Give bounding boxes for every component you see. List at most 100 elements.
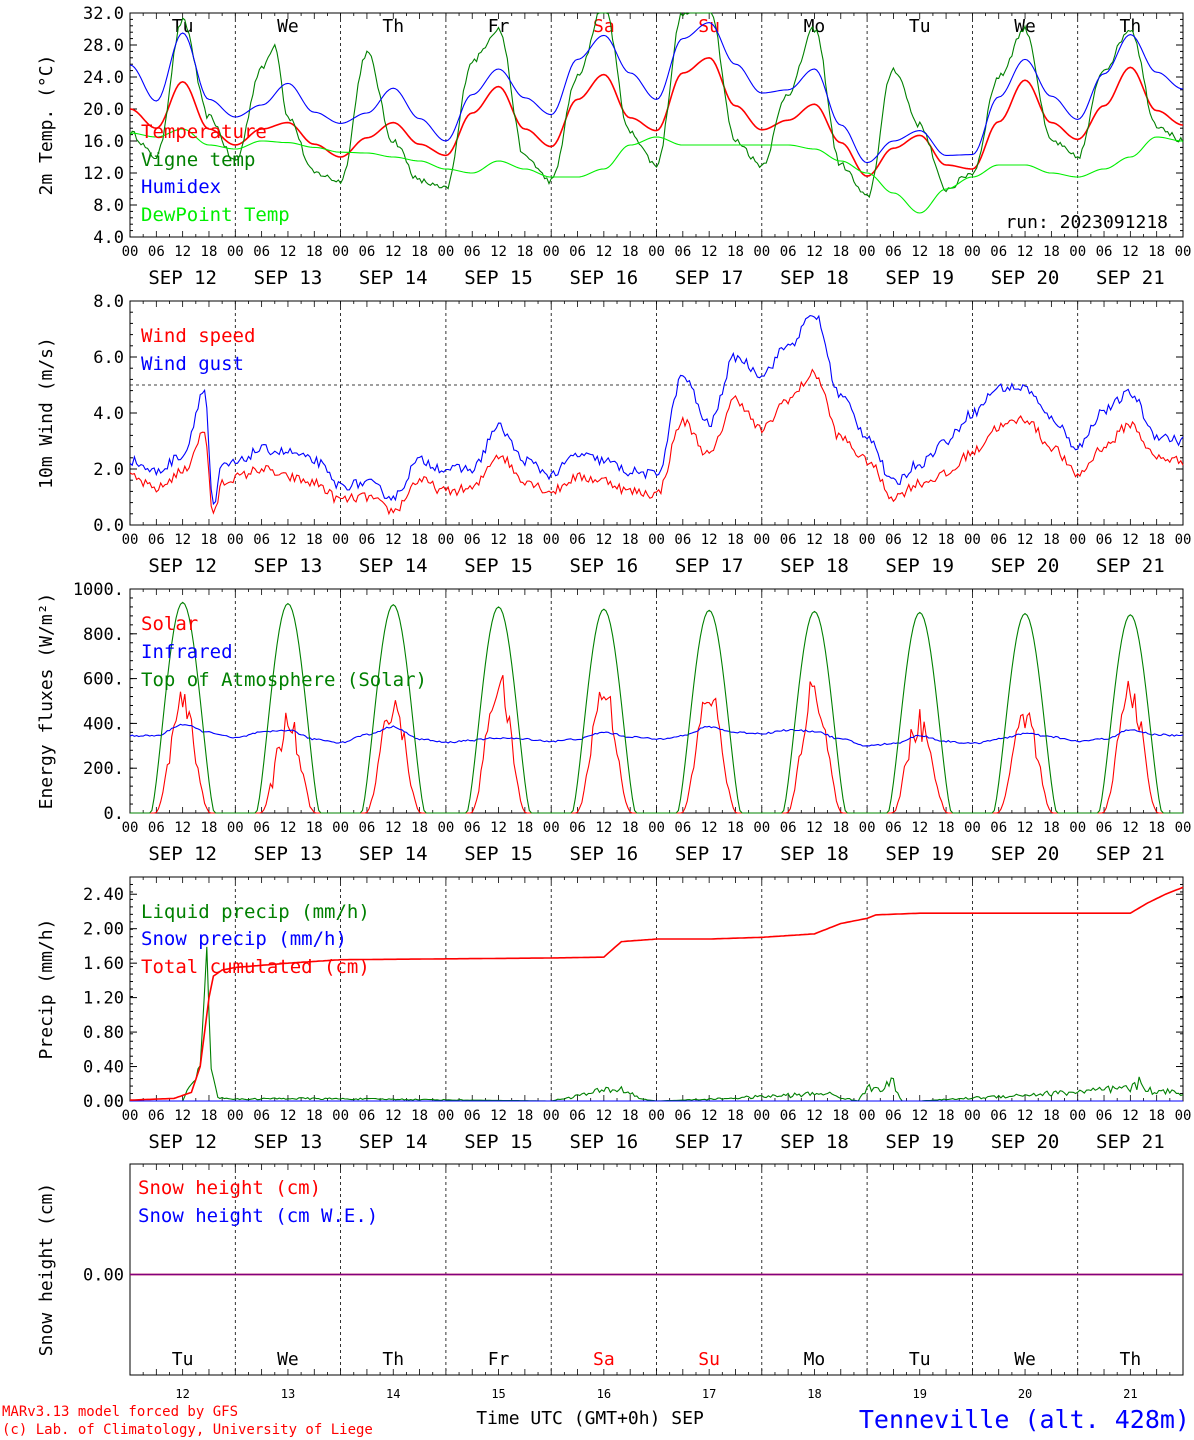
hour-label: 18 [201,244,218,260]
y-tick-label: 0.00 [83,1266,124,1286]
legend-entry: Snow height (cm) [138,1177,321,1199]
hour-label: 06 [253,244,270,260]
hour-label: 06 [674,244,691,260]
hour-label: 12 [490,532,507,548]
hour-label: 00 [1175,244,1192,260]
weekday-label: We [277,16,299,37]
hour-label: 06 [674,1108,691,1124]
hour-label: 12 [1017,1108,1034,1124]
hour-label: 12 [385,244,402,260]
hour-label: 12 [174,820,191,836]
date-label: SEP 18 [780,267,849,289]
hour-label: 06 [358,1108,375,1124]
hour-label: 18 [411,532,428,548]
date-label: SEP 15 [464,267,533,289]
day-number-label: 12 [175,1387,189,1401]
footer-lab-credit: (c) Lab. of Climatology, University of L… [2,1422,373,1438]
hour-label: 00 [648,1108,665,1124]
hour-label: 06 [464,820,481,836]
day-number-label: 20 [1018,1387,1032,1401]
series-line [129,128,1184,214]
hour-label: 18 [1043,820,1060,836]
series-line [129,723,1184,747]
station-name: Tenneville (alt. 428m) [859,1405,1190,1434]
date-label: SEP 13 [254,267,323,289]
hour-label: 18 [201,820,218,836]
hour-label: 06 [569,532,586,548]
legend-entry: Vigne temp [141,149,255,171]
y-tick-label: 1.60 [83,954,124,974]
y-tick-label: 32.0 [83,4,124,24]
date-label: SEP 16 [570,267,639,289]
hour-label: 06 [253,532,270,548]
y-tick-label: 800. [83,625,124,645]
date-label: SEP 21 [1096,843,1165,865]
hour-label: 12 [174,1108,191,1124]
y-tick-label: 2.0 [93,460,124,480]
day-number-label: 14 [386,1387,400,1401]
hour-label: 00 [1069,820,1086,836]
hour-label: 06 [990,820,1007,836]
hour-label: 06 [1096,820,1113,836]
y-tick-label: 4.0 [93,228,124,248]
hour-label: 00 [648,820,665,836]
hour-label: 06 [464,244,481,260]
y-tick-label: 0.40 [83,1058,124,1078]
footer-model-credit: MARv3.13 model forced by GFS [2,1404,238,1420]
hour-label: 00 [122,820,139,836]
hour-label: 00 [1175,1108,1192,1124]
hour-label: 06 [885,532,902,548]
legend-entry: Total cumulated (cm) [141,956,370,978]
date-label: SEP 18 [780,555,849,577]
hour-label: 06 [358,244,375,260]
hour-label: 18 [516,820,533,836]
hour-label: 12 [701,532,718,548]
hour-label: 06 [253,1108,270,1124]
hour-label: 06 [1096,244,1113,260]
hour-label: 00 [332,244,349,260]
y-axis-label: Energy fluxes (W/m²) [36,593,57,810]
date-label: SEP 17 [675,1131,744,1153]
hour-label: 06 [780,820,797,836]
footer-time-axis-label: Time UTC (GMT+0h) SEP [476,1408,704,1429]
weekday-label: Mo [804,1349,826,1370]
date-label: SEP 19 [885,843,954,865]
hour-label: 12 [701,244,718,260]
hour-label: 06 [569,1108,586,1124]
hour-label: 00 [227,244,244,260]
hour-label: 06 [674,532,691,548]
hour-label: 00 [227,820,244,836]
hour-label: 18 [306,820,323,836]
hour-label: 00 [753,1108,770,1124]
hour-label: 00 [543,532,560,548]
hour-label: 18 [1148,244,1165,260]
date-label: SEP 12 [148,555,217,577]
date-label: SEP 20 [991,555,1060,577]
weekday-label: We [1014,1349,1036,1370]
date-label: SEP 15 [464,843,533,865]
legend-entry: DewPoint Temp [141,204,290,226]
hour-label: 00 [543,1108,560,1124]
hour-label: 00 [964,1108,981,1124]
date-label: SEP 12 [148,267,217,289]
hour-label: 06 [464,1108,481,1124]
legend-entry: Wind gust [141,353,244,375]
hour-label: 00 [437,1108,454,1124]
hour-label: 00 [332,532,349,548]
hour-label: 12 [174,244,191,260]
date-label: SEP 13 [254,555,323,577]
hour-label: 00 [122,1108,139,1124]
hour-label: 00 [859,820,876,836]
series-group [130,886,1184,1102]
hour-label: 12 [1017,244,1034,260]
hour-label: 06 [148,820,165,836]
hour-label: 18 [727,1108,744,1124]
hour-label: 06 [780,1108,797,1124]
legend-entry: Liquid precip (mm/h) [141,901,370,923]
hour-label: 12 [701,1108,718,1124]
weekday-label: Tu [172,1349,194,1370]
hour-label: 00 [964,532,981,548]
y-tick-label: 0.0 [93,516,124,536]
date-label: SEP 15 [464,555,533,577]
hour-label: 12 [806,244,823,260]
